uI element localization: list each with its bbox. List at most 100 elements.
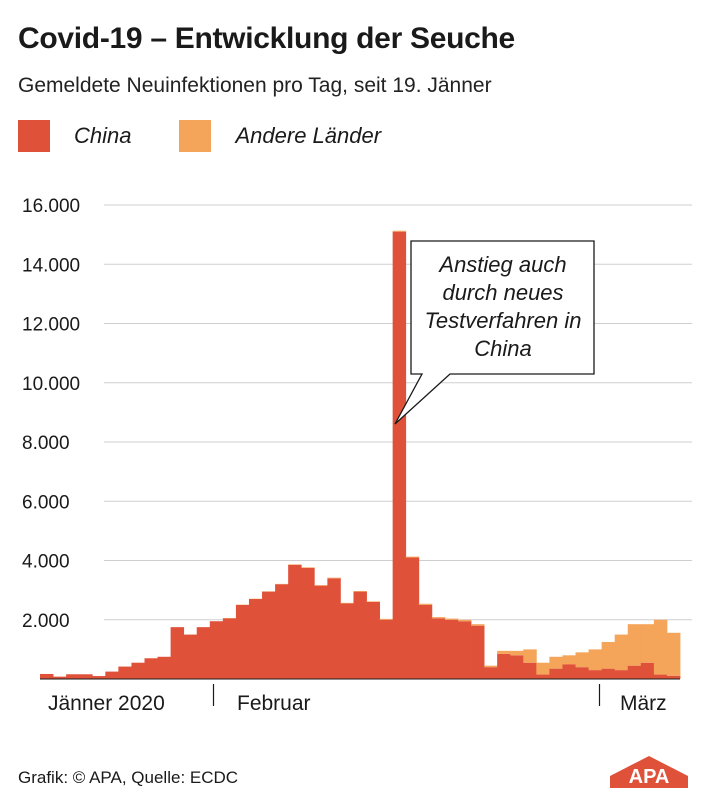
annotation-text: Anstieg auch durch neues Testverfahren i… [424,252,582,361]
annotation-callout-box [394,240,595,425]
bar-andere-laender [588,649,603,671]
bar-china [248,599,263,679]
bar-andere-laender [653,619,668,675]
bar-china [209,621,224,679]
y-tick-label: 4.000 [22,552,70,573]
legend-label-china: China [74,123,132,148]
bars [40,230,681,679]
bar-china [301,567,315,679]
y-tick-label: 16.000 [22,196,80,217]
bar-china [183,634,198,679]
x-axis-label: Jänner 2020 [48,692,165,715]
legend-label-andere-laender: Andere Länder [235,123,382,148]
x-axis: Jänner 2020 Februar März [40,678,680,715]
bar-china [79,674,93,679]
callout-outline [394,240,595,425]
chart-subtitle: Gemeldete Neuinfektionen pro Tag, seit 1… [18,74,492,97]
bar-china [196,627,211,679]
bar-andere-laender [288,564,302,565]
bar-andere-laender [666,632,681,676]
bar-china [288,564,302,679]
bar-china [105,671,119,679]
bar-china [640,662,655,679]
bar-china [614,670,629,679]
bar-china [235,604,250,679]
bar-china [366,601,380,679]
y-tick-label: 8.000 [22,433,70,454]
legend: China Andere Länder [18,120,429,152]
bar-andere-laender [405,556,420,558]
bar-andere-laender [366,601,380,602]
bar-china [314,585,328,679]
bar-china [379,619,394,679]
chart-title: Covid-19 – Entwicklung der Seuche [18,22,515,55]
bar-china [40,673,54,679]
bar-china [92,676,106,679]
bar-china [144,658,158,679]
bar-andere-laender [457,619,472,622]
bar-andere-laender [536,662,550,675]
bar-andere-laender [353,591,367,592]
bar-china [418,604,433,679]
bar-china [275,584,289,679]
legend-swatch-andere-laender [179,120,212,152]
bar-china [562,664,576,679]
bar-china [627,665,642,679]
bar-china [497,653,511,679]
bar-andere-laender [340,602,354,604]
y-tick-label: 6.000 [22,492,70,513]
bar-andere-laender [562,655,576,665]
apa-logo-shape [610,756,688,788]
bar-andere-laender [523,649,537,663]
x-axis-label: Februar [237,692,311,715]
bar-china [471,625,485,679]
bar-andere-laender [327,577,341,579]
bar-andere-laender [431,617,446,619]
y-tick-label: 12.000 [22,315,80,336]
bar-china [340,603,354,679]
bar-china [222,618,237,679]
bar-andere-laender [601,641,616,669]
bar-china [601,668,616,679]
source-credit: Grafik: © APA, Quelle: ECDC [18,768,239,787]
y-tick-label: 14.000 [22,255,80,276]
bar-andere-laender [614,634,629,671]
bar-china [523,662,537,679]
bar-china [484,667,498,679]
bar-china [536,674,550,679]
x-axis-label: März [620,692,667,715]
y-tick-label: 2.000 [22,611,70,632]
bar-andere-laender [497,650,511,654]
bar-china [405,557,420,679]
apa-logo-text: APA [629,766,670,788]
bar-andere-laender [627,624,642,666]
bar-china [118,666,132,679]
bar-andere-laender [549,656,563,669]
bar-andere-laender [444,618,459,620]
bar-china [457,621,472,679]
bar-china [327,578,341,679]
bar-andere-laender [392,230,407,232]
bar-china [510,655,524,679]
bar-china [588,670,603,679]
bar-china [53,676,67,679]
bar-china [131,662,145,679]
bar-andere-laender [418,603,433,605]
bar-andere-laender [301,567,315,568]
bar-andere-laender [314,585,328,586]
apa-logo: APA [610,756,688,788]
legend-item-china: China [18,120,131,152]
y-tick-label: 10.000 [22,374,80,395]
bar-china [444,619,459,679]
y-axis-ticks: 2.000 4.000 6.000 8.000 10.000 12.000 14.000 16… [22,196,80,632]
bar-andere-laender [575,652,589,668]
bar-china [66,674,80,679]
bar-china [549,668,563,679]
bar-andere-laender [640,624,655,663]
bar-andere-laender [379,618,394,620]
bar-andere-laender [484,665,498,668]
bar-china [666,675,681,679]
bar-andere-laender [510,650,524,656]
legend-item-andere-laender: Andere Länder [179,120,381,152]
bar-china [157,656,172,679]
